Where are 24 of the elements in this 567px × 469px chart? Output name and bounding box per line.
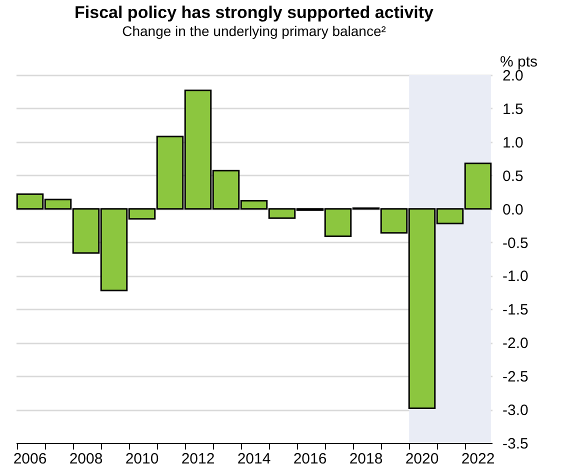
x-tick-label: 2014 xyxy=(237,450,271,468)
y-tick-label: -2.5 xyxy=(502,368,528,386)
y-tick-label: 0.5 xyxy=(502,168,524,185)
y-axis-title: % pts xyxy=(500,54,538,70)
x-tick-label: 2010 xyxy=(125,450,159,468)
x-tick-label: 2022 xyxy=(461,450,495,468)
x-tick-label: 2020 xyxy=(405,450,439,468)
y-tick-label: 1.0 xyxy=(502,134,524,152)
x-tick-label: 2016 xyxy=(293,450,327,468)
y-tick-label: 2.0 xyxy=(502,68,524,84)
y-tick-label: 1.5 xyxy=(502,100,524,118)
y-tick-label: -3.0 xyxy=(502,402,528,420)
y-tick-label: -1.0 xyxy=(502,268,528,286)
y-tick-label: -2.0 xyxy=(502,335,528,352)
x-tick-label: 2012 xyxy=(181,450,215,468)
chart-title: Fiscal policy has strongly supported activity xyxy=(74,3,434,22)
x-tick-label: 2006 xyxy=(13,450,47,468)
x-tick-label: 2008 xyxy=(69,450,103,468)
y-tick-label: -0.5 xyxy=(502,234,528,252)
y-tick-label: 0.0 xyxy=(502,201,524,218)
y-tick-label: -3.5 xyxy=(502,436,528,452)
x-tick-label: 2018 xyxy=(349,450,383,468)
chart-subtitle: Change in the underlying primary balance² xyxy=(122,23,386,39)
y-tick-label: -1.5 xyxy=(502,302,528,319)
